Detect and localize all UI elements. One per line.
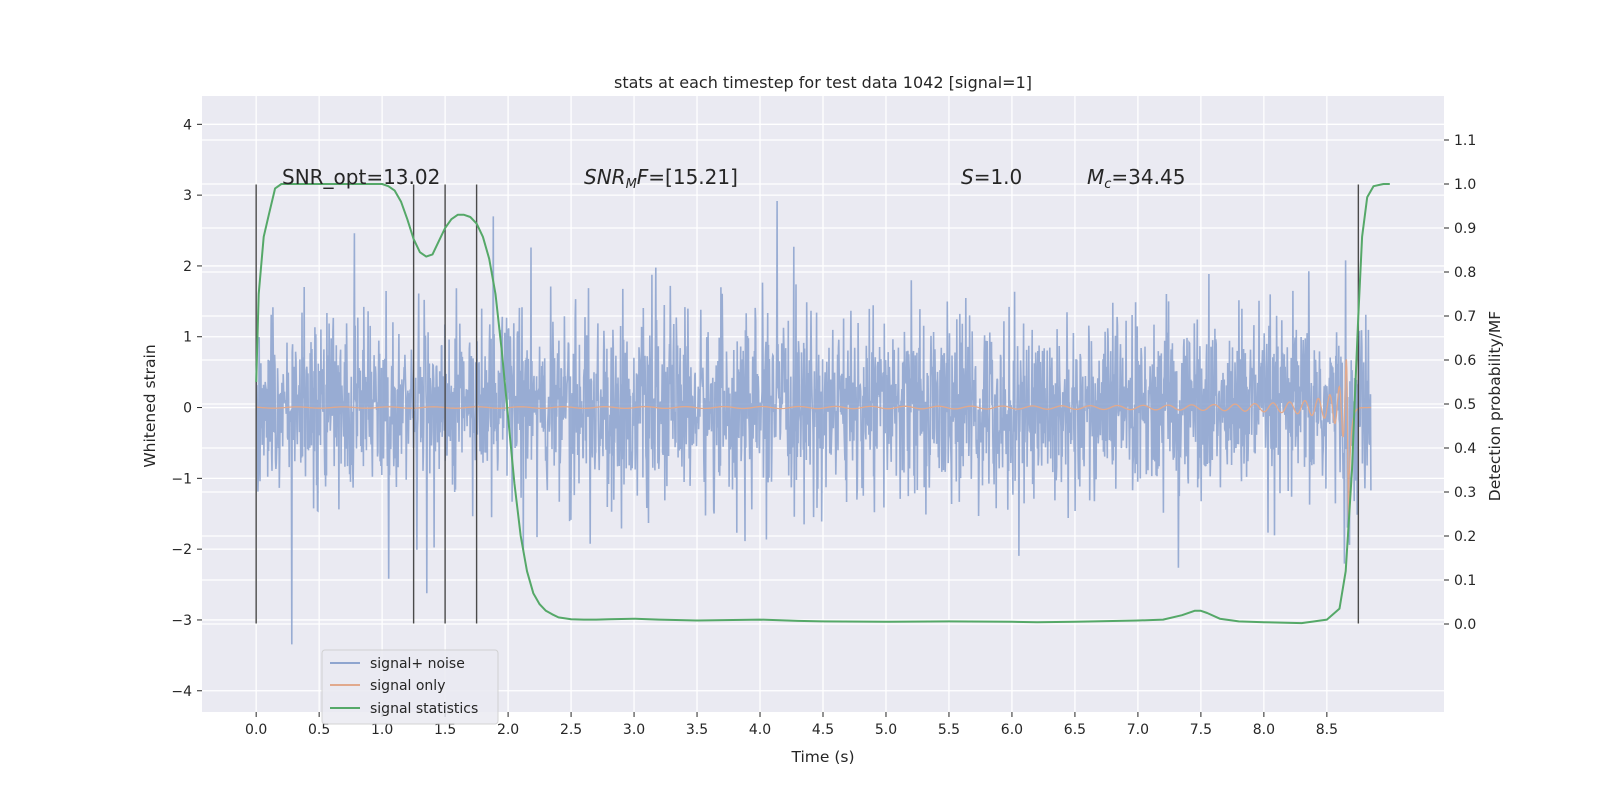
x-tick-label: 0.5 <box>308 722 330 738</box>
y-left-tick-label: 4 <box>183 117 192 133</box>
y-left-tick-label: −4 <box>171 684 192 700</box>
annotations: SNR_opt=13.02 SNRMF=[15.21] S=1.0 Mc=34.… <box>282 165 1185 192</box>
x-tick-label: 6.0 <box>1001 722 1023 738</box>
legend: signal+ noise signal only signal statist… <box>321 649 499 725</box>
y-right-tick-label: 0.5 <box>1454 397 1476 413</box>
legend-label-signal-noise: signal+ noise <box>370 656 465 672</box>
signal-only-line <box>255 359 1371 527</box>
x-tick-label: 8.5 <box>1316 722 1338 738</box>
legend-label-signal-only: signal only <box>370 678 445 694</box>
x-tick-label: 4.5 <box>812 722 834 738</box>
y-right-tick-label: 0.2 <box>1454 529 1476 545</box>
x-tick-label: 1.5 <box>434 722 456 738</box>
x-tick-label: 5.0 <box>875 722 897 738</box>
x-tick-label: 5.5 <box>938 722 960 738</box>
x-tick-label: 8.0 <box>1253 722 1275 738</box>
x-axis-label: Time (s) <box>790 748 854 766</box>
y-left-tick-label: 3 <box>183 188 192 204</box>
y-right-tick-label: 0.7 <box>1454 309 1476 325</box>
snr-opt-annotation: SNR_opt=13.02 <box>282 165 440 189</box>
y-left-tick-label: −2 <box>171 542 192 558</box>
x-tick-label: 4.0 <box>749 722 771 738</box>
y-right-tick-label: 1.1 <box>1454 133 1476 149</box>
signal-noise-series <box>255 200 1372 645</box>
y-right-tick-label: 0.1 <box>1454 573 1476 589</box>
y-right-tick-label: 0.9 <box>1454 221 1476 237</box>
y-left-tick-label: 2 <box>183 259 192 275</box>
x-tick-label: 0.0 <box>245 722 267 738</box>
y-right-tick-label: 0.0 <box>1454 617 1476 633</box>
signal-noise-line <box>255 200 1372 645</box>
y-left-tick-label: 1 <box>183 330 192 346</box>
mc-annotation: Mc=34.45 <box>1087 165 1185 192</box>
y-right-tick-label: 1.0 <box>1454 177 1476 193</box>
y-right-tick-label: 0.4 <box>1454 441 1476 457</box>
x-tick-label: 7.0 <box>1127 722 1149 738</box>
x-tick-label: 7.5 <box>1190 722 1212 738</box>
vertical-markers <box>255 184 1360 624</box>
x-tick-label: 1.0 <box>371 722 393 738</box>
axis-ticks: 0.0 0.5 1.0 1.5 2.0 2.5 3.0 3.5 4.0 4.5 5.0 5.5 6.0 6… <box>171 117 1476 738</box>
x-tick-label: 2.5 <box>560 722 582 738</box>
signal-statistics-line <box>255 183 1390 625</box>
y-left-tick-label: 0 <box>183 401 192 417</box>
s-annotation: S=1.0 <box>961 165 1022 189</box>
x-tick-label: 6.5 <box>1064 722 1086 738</box>
snr-mf-annotation: SNRMF=[15.21] <box>584 165 738 192</box>
x-tick-label: 3.0 <box>623 722 645 738</box>
signal-only-series <box>255 359 1371 527</box>
y-right-tick-label: 0.8 <box>1454 265 1476 281</box>
x-tick-label: 2.0 <box>497 722 519 738</box>
y-left-tick-label: −3 <box>171 613 192 629</box>
legend-label-signal-statistics: signal statistics <box>370 701 478 717</box>
y-right-tick-label: 0.6 <box>1454 353 1476 369</box>
chart-title: stats at each timestep for test data 104… <box>614 73 1032 92</box>
signal-statistics-series <box>255 183 1390 625</box>
y-axis-right-label: Detection probability/MF <box>1486 311 1504 502</box>
y-axis-left-label: Whitened strain <box>141 344 159 467</box>
legend-box <box>321 649 499 725</box>
x-tick-label: 3.5 <box>686 722 708 738</box>
y-right-tick-label: 0.3 <box>1454 485 1476 501</box>
y-left-tick-label: −1 <box>171 471 192 487</box>
